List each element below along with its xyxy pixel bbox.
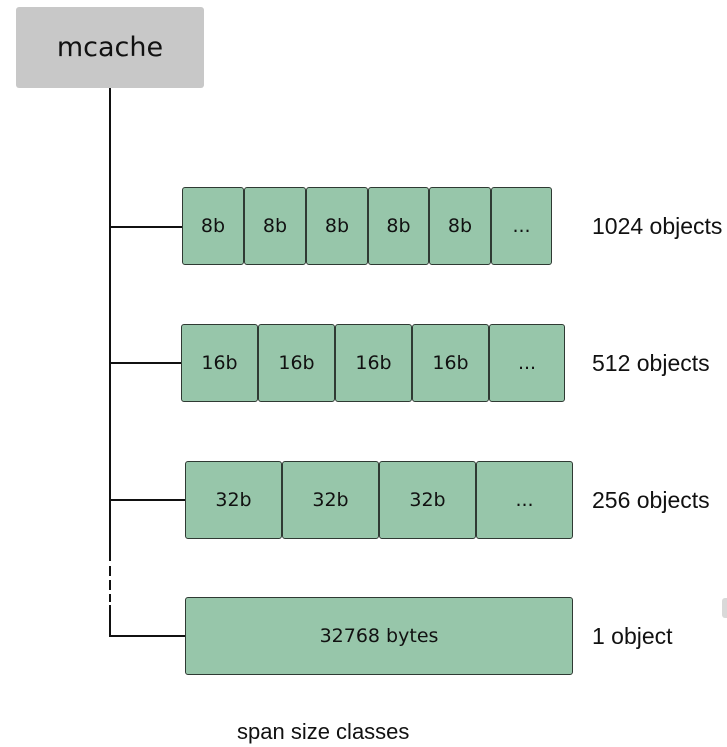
object-cell: 8b [244,187,306,265]
trunk-line-dashed-2 [109,580,111,590]
mcache-node: mcache [16,7,204,88]
branch-line-16b [109,362,182,364]
object-cell: 32b [379,461,476,539]
ellipsis-cell: ... [489,324,565,402]
span-row-32768-bytes: 32768 bytes [185,597,573,675]
object-count-32768-bytes: 1 object [592,623,673,649]
object-cell: 8b [429,187,491,265]
ellipsis-cell: ... [476,461,573,539]
trunk-line-dashed-1 [109,566,111,576]
branch-line-32768 [109,635,186,637]
span-row-32b: 32b 32b 32b ... [185,461,573,539]
trunk-line-top [109,88,111,561]
object-cell: 16b [412,324,489,402]
object-count-16b: 512 objects [592,350,710,376]
object-cell: 32b [185,461,282,539]
span-row-8b: 8b 8b 8b 8b 8b ... [182,187,552,265]
cropped-edge-shape [722,598,727,618]
diagram-caption: span size classes [237,719,410,744]
object-cell: 32768 bytes [185,597,573,675]
trunk-line-dashed-3 [109,594,111,602]
ellipsis-cell: ... [491,187,552,265]
object-cell: 16b [258,324,335,402]
object-cell: 8b [306,187,368,265]
mcache-label: mcache [56,32,164,63]
object-cell: 16b [335,324,412,402]
branch-line-8b [109,226,183,228]
span-row-16b: 16b 16b 16b 16b ... [181,324,565,402]
branch-line-32b [109,499,186,501]
object-count-32b: 256 objects [592,487,710,513]
object-count-8b: 1024 objects [592,213,723,239]
trunk-line-bottom [109,605,111,637]
object-cell: 8b [368,187,429,265]
object-cell: 16b [181,324,258,402]
object-cell: 8b [182,187,244,265]
object-cell: 32b [282,461,379,539]
